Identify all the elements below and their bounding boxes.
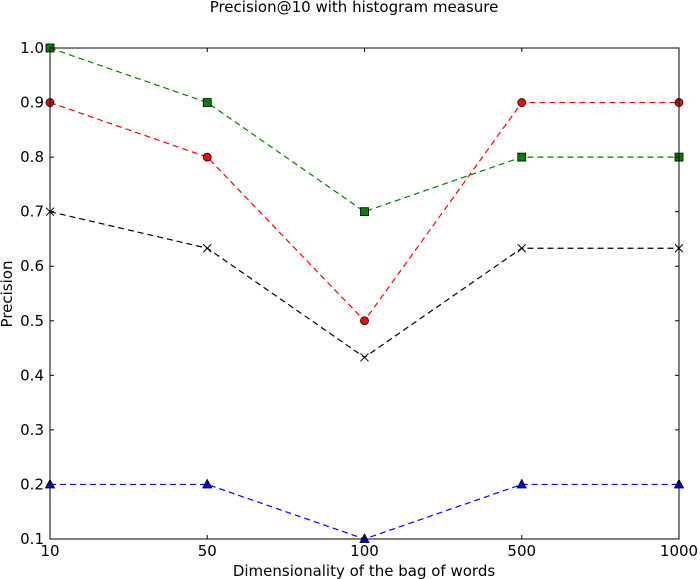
data-point-triangle [516, 478, 527, 489]
data-point-circle [360, 316, 369, 326]
chart-title: Precision@10 with histogram measure [210, 0, 499, 16]
x-tick-label: 50 [198, 542, 217, 560]
x-tick-label: 10 [40, 542, 59, 560]
data-point-x [517, 243, 527, 253]
series-line [49, 47, 679, 213]
y-tick-label: 0.8 [20, 148, 44, 166]
data-point-square [517, 152, 527, 162]
series-line [49, 211, 679, 359]
y-tick-label: 0.3 [20, 421, 44, 439]
series-x [45, 207, 684, 362]
series-triangle [44, 478, 685, 543]
data-point-circle [202, 152, 212, 162]
data-point-circle [517, 98, 527, 107]
y-tick-label: 0.5 [20, 312, 44, 330]
y-tick-label: 0.7 [20, 203, 44, 221]
x-axis-label: Dimensionality of the bag of words [233, 562, 495, 579]
y-tick-label: 0.1 [20, 530, 44, 548]
x-tick-label: 500 [507, 542, 536, 560]
data-point-square [360, 207, 369, 217]
ticks-layer: 10 50 100 500 1000 0.1 0.2 0.3 0.4 0.5 0.6 0.7 0.8 0.… [20, 39, 698, 560]
y-axis-label: Precision [0, 261, 16, 328]
x-tick-label: 100 [350, 542, 379, 560]
series-square [45, 43, 684, 217]
y-tick-label: 0.9 [20, 94, 44, 112]
plot-area: 10 50 100 500 1000 0.1 0.2 0.3 0.4 0.5 0.6 0.7 0.8 0.… [20, 39, 698, 560]
series-line [50, 483, 679, 540]
series-circle [45, 98, 684, 326]
plot-frame [49, 47, 680, 540]
data-point-triangle [202, 478, 213, 489]
y-tick-label: 0.2 [20, 475, 44, 493]
y-tick-label: 0.6 [20, 257, 44, 275]
data-point-x [202, 243, 212, 253]
y-tick-label: 0.4 [20, 366, 44, 384]
y-tick-label: 1.0 [20, 39, 44, 57]
data-point-x [360, 352, 369, 362]
series-layer [44, 43, 685, 543]
data-point-square [202, 98, 212, 107]
x-tick-label: 1000 [660, 542, 698, 560]
